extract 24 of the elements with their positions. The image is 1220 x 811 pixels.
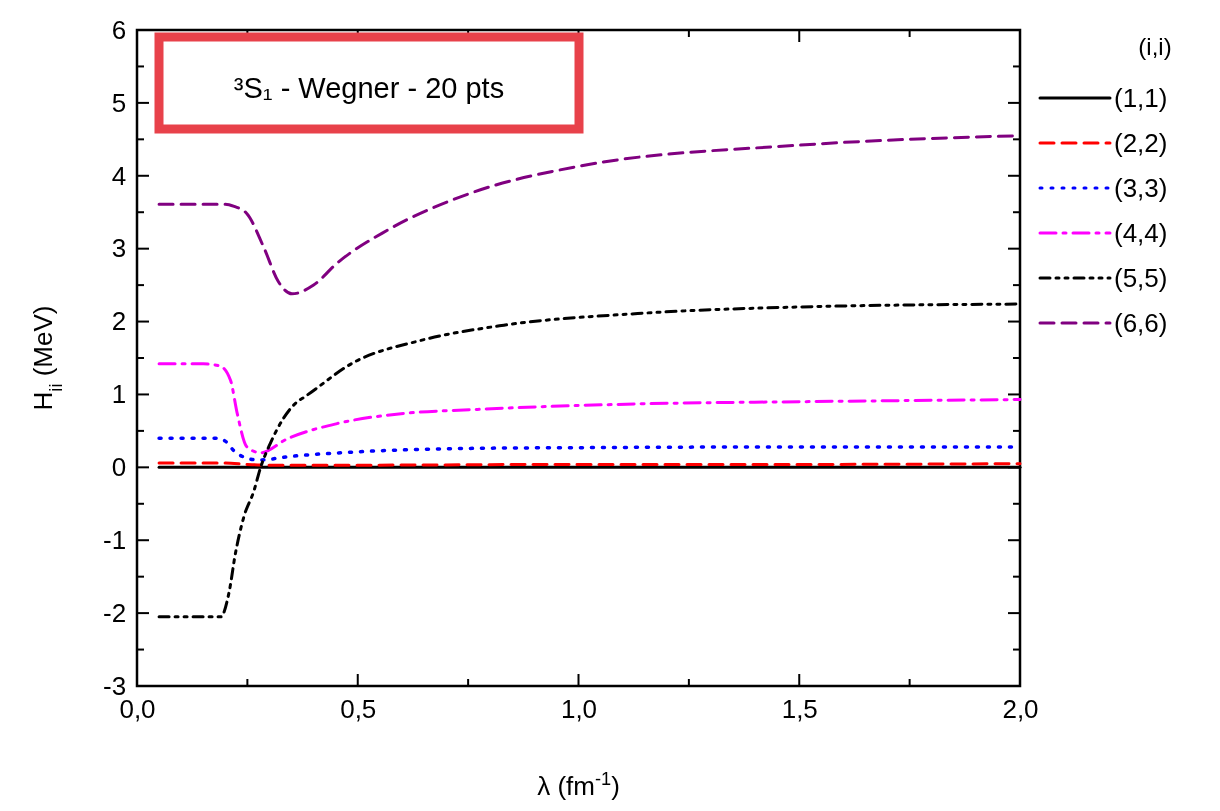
x-tick-label: 2,0: [1002, 693, 1039, 724]
legend-title: (i,i): [1138, 33, 1172, 60]
legend-label: (2,2): [1114, 128, 1168, 158]
legend-label: (6,6): [1114, 308, 1168, 338]
x-tick-label: 0,5: [340, 693, 377, 724]
y-tick-label: 2: [111, 306, 127, 337]
x-tick-label: 1,0: [560, 693, 598, 724]
y-tick-label: 0: [111, 452, 127, 483]
x-axis-title: λ (fm$^{-1}$): [537, 769, 620, 801]
y-tick-label: 1: [111, 379, 127, 410]
legend-label: (4,4): [1114, 218, 1168, 248]
line-series: [157, 362, 1022, 455]
y-tick-label: 5: [111, 87, 127, 118]
y-tick-label: 3: [111, 233, 127, 264]
legend-label: (3,3): [1114, 173, 1168, 203]
y-tick-label: 6: [111, 14, 127, 45]
y-tick-label: 4: [111, 160, 127, 191]
legend-label: (1,1): [1114, 83, 1168, 113]
annotation: ³S₁ - Wegner - 20 pts: [233, 72, 505, 104]
y-tick-label: -1: [103, 525, 127, 556]
y-tick-label: -2: [103, 597, 127, 628]
x-tick-label: 1,5: [781, 693, 818, 724]
y-tick-label: -3: [103, 670, 127, 701]
legend-label: (5,5): [1114, 263, 1168, 293]
